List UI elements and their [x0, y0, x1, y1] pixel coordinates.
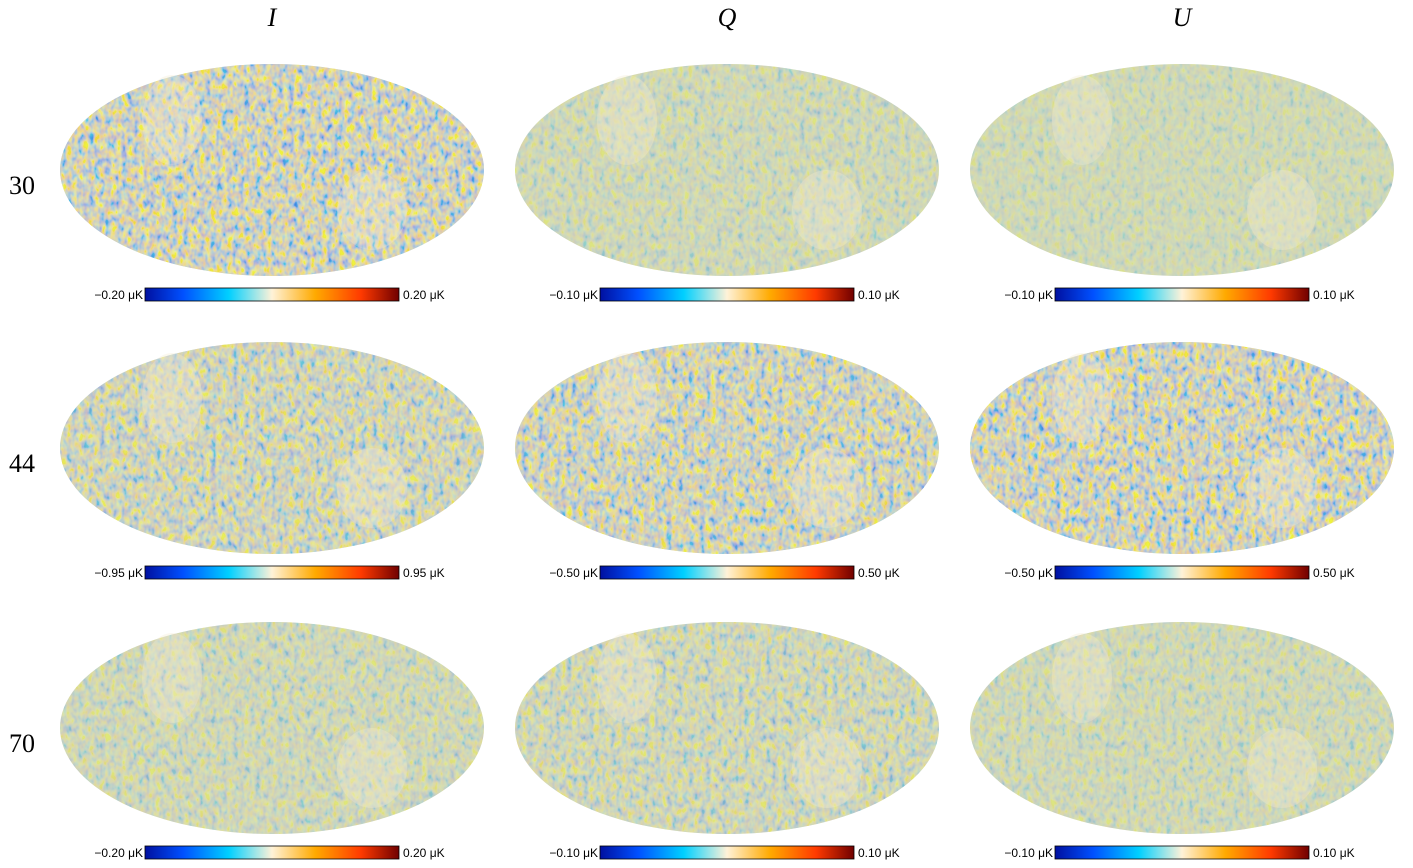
colorbar-max: 0.95 μK	[403, 566, 445, 580]
colorbar	[599, 845, 855, 860]
row-label: 70	[9, 729, 35, 758]
colorbar-max: 0.10 μK	[1313, 288, 1355, 302]
colorbar-min: −0.50 μK	[1004, 566, 1053, 580]
colorbar-max: 0.50 μK	[858, 566, 900, 580]
map-noise	[970, 622, 1394, 834]
sky-map	[515, 64, 939, 276]
map-glow	[142, 75, 202, 165]
colorbar-min: −0.20 μK	[94, 288, 143, 302]
map-noise	[970, 64, 1394, 276]
map-glow	[792, 170, 862, 250]
map-glow	[1247, 170, 1317, 250]
sky-map	[970, 342, 1394, 554]
row-label: 44	[9, 449, 35, 478]
colorbar	[1054, 287, 1310, 302]
map-noise	[60, 64, 484, 276]
colorbar-min: −0.10 μK	[549, 846, 598, 860]
map-noise	[515, 64, 939, 276]
sky-map	[515, 342, 939, 554]
map-glow	[597, 75, 657, 165]
map-glow	[792, 448, 862, 528]
map-glow	[1247, 728, 1317, 808]
colorbar-max: 0.10 μK	[1313, 846, 1355, 860]
colorbar-min: −0.10 μK	[549, 288, 598, 302]
sky-map	[60, 64, 484, 276]
map-glow	[597, 353, 657, 443]
map-glow	[337, 170, 407, 250]
map-glow	[1052, 75, 1112, 165]
row-label: 30	[9, 171, 35, 200]
column-header: U	[1173, 3, 1194, 32]
colorbar	[599, 287, 855, 302]
colorbar-min: −0.20 μK	[94, 846, 143, 860]
map-glow	[1052, 353, 1112, 443]
colorbar-max: 0.20 μK	[403, 288, 445, 302]
map-glow	[142, 633, 202, 723]
column-header: Q	[718, 3, 737, 32]
colorbar-min: −0.10 μK	[1004, 846, 1053, 860]
colorbar-min: −0.95 μK	[94, 566, 143, 580]
sky-map	[970, 622, 1394, 834]
colorbar-max: 0.50 μK	[1313, 566, 1355, 580]
map-glow	[597, 633, 657, 723]
colorbar-max: 0.10 μK	[858, 288, 900, 302]
colorbar	[599, 565, 855, 580]
map-glow	[1247, 448, 1317, 528]
sky-map	[970, 64, 1394, 276]
colorbar-min: −0.10 μK	[1004, 288, 1053, 302]
colorbar-min: −0.50 μK	[549, 566, 598, 580]
map-noise	[515, 342, 939, 554]
map-noise	[515, 622, 939, 834]
column-header: I	[267, 3, 278, 32]
sky-map	[60, 342, 484, 554]
colorbar	[144, 565, 400, 580]
map-noise	[60, 342, 484, 554]
map-glow	[1052, 633, 1112, 723]
colorbar-max: 0.20 μK	[403, 846, 445, 860]
colorbar-max: 0.10 μK	[858, 846, 900, 860]
colorbar	[144, 845, 400, 860]
colorbar	[1054, 565, 1310, 580]
map-glow	[337, 448, 407, 528]
map-noise	[60, 622, 484, 834]
sky-map	[60, 622, 484, 834]
map-glow	[337, 728, 407, 808]
map-noise	[970, 342, 1394, 554]
map-glow	[792, 728, 862, 808]
colorbar	[144, 287, 400, 302]
map-glow	[142, 353, 202, 443]
colorbar	[1054, 845, 1310, 860]
sky-map	[515, 622, 939, 834]
